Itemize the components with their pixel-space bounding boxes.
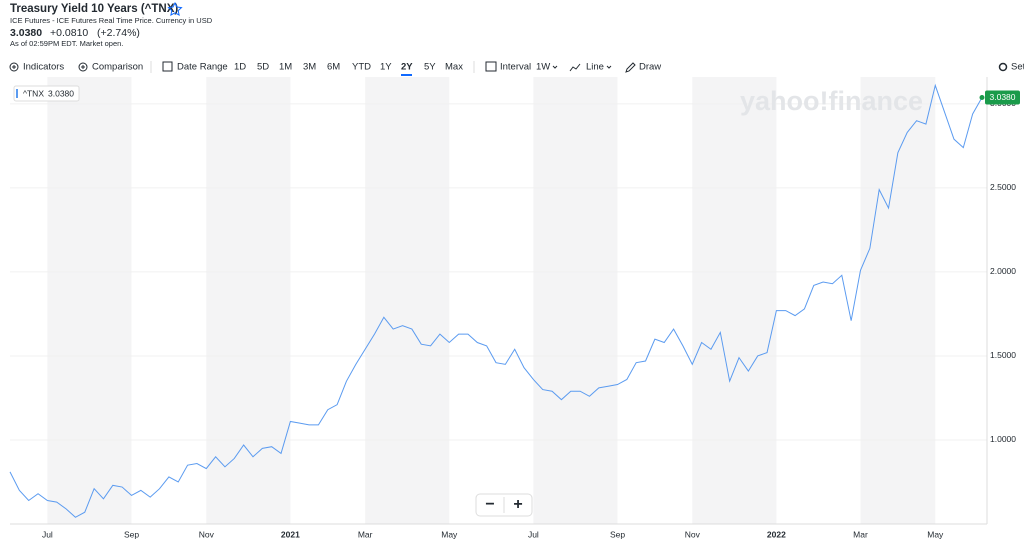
x-tick-label: Mar (853, 529, 868, 539)
legend-name: ^TNX (23, 88, 44, 98)
comparison-button[interactable]: Comparison (92, 62, 143, 73)
icon (162, 61, 173, 72)
range-button[interactable]: 1M (279, 62, 292, 73)
legend-swatch (16, 89, 18, 98)
range-underline (401, 74, 412, 76)
price-tag (985, 90, 1020, 105)
y-tick-label: 1.0000 (990, 434, 1016, 444)
x-tick-label: 2021 (281, 529, 300, 539)
period-shade (533, 77, 618, 524)
period-shade (860, 77, 936, 524)
y-tick-label: 2.0000 (990, 266, 1016, 276)
x-tick-label: Mar (358, 529, 373, 539)
change-pct: (+2.74%) (97, 27, 140, 39)
x-tick-label: Sep (610, 529, 625, 539)
draw-button[interactable]: Draw (639, 62, 661, 73)
range-button[interactable]: Max (445, 62, 463, 73)
zoom-in[interactable]: + (513, 496, 522, 513)
range-button[interactable]: 5Y (424, 62, 436, 73)
range-button[interactable]: 6M (327, 62, 340, 73)
x-tick-label: 2022 (767, 529, 786, 539)
last-point (979, 95, 985, 101)
x-tick-label: Jul (42, 529, 53, 539)
range-button[interactable]: YTD (352, 62, 371, 73)
icon (606, 65, 612, 69)
star-icon[interactable] (167, 1, 183, 16)
legend: ^TNX 3.0380 (13, 85, 80, 102)
icon (12, 65, 16, 69)
x-tick-label: May (927, 529, 944, 539)
icon (625, 62, 636, 73)
period-shade (365, 77, 450, 524)
chart-type-button[interactable]: Line (586, 62, 604, 73)
price-line (9, 83, 983, 518)
icon (485, 61, 497, 72)
x-tick-label: Nov (685, 529, 701, 539)
legend-box (13, 85, 80, 102)
x-tick-label: Jul (528, 529, 539, 539)
range-button[interactable]: 2Y (401, 62, 413, 73)
plot: 1.00001.50002.00002.50003.0000JulSepNov2… (9, 77, 1020, 539)
x-tick-label: May (441, 529, 458, 539)
as-of: As of 02:59PM EDT. Market open. (10, 39, 123, 48)
settings-button[interactable]: Settings (1011, 62, 1024, 73)
legend-value: 3.0380 (48, 88, 74, 98)
price: 3.0380 (10, 27, 42, 39)
interval-value[interactable]: 1W (536, 62, 550, 73)
change: +0.0810 (50, 27, 88, 39)
range-button[interactable]: 1D (234, 62, 246, 73)
icon (552, 65, 558, 69)
icon (9, 62, 19, 72)
zoom-out[interactable]: − (485, 496, 494, 513)
date-range-button[interactable]: Date Range (177, 62, 228, 73)
title: Treasury Yield 10 Years (^TNX) (10, 3, 178, 15)
y-tick-label: 2.5000 (990, 182, 1016, 192)
range-button[interactable]: 5D (257, 62, 269, 73)
zoom-controls: − + (475, 493, 533, 517)
range-button[interactable]: 3M (303, 62, 316, 73)
watermark: yahoo!finance (740, 86, 923, 116)
x-tick-label: Sep (124, 529, 139, 539)
subtitle: ICE Futures - ICE Futures Real Time Pric… (10, 16, 213, 25)
interval-button[interactable]: Interval (500, 62, 531, 73)
y-tick-label: 1.5000 (990, 350, 1016, 360)
icon (81, 65, 85, 69)
icon (78, 62, 88, 72)
icon (998, 62, 1008, 72)
icon (569, 63, 581, 72)
period-shade (47, 77, 132, 524)
price-tag-label: 3.0380 (990, 92, 1016, 102)
indicators-button[interactable]: Indicators (23, 62, 64, 73)
period-shade (206, 77, 291, 524)
range-button[interactable]: 1Y (380, 62, 392, 73)
x-tick-label: Nov (199, 529, 215, 539)
period-shade (692, 77, 777, 524)
toolbar: Indicators Comparison Date Range Interva… (9, 61, 1024, 76)
